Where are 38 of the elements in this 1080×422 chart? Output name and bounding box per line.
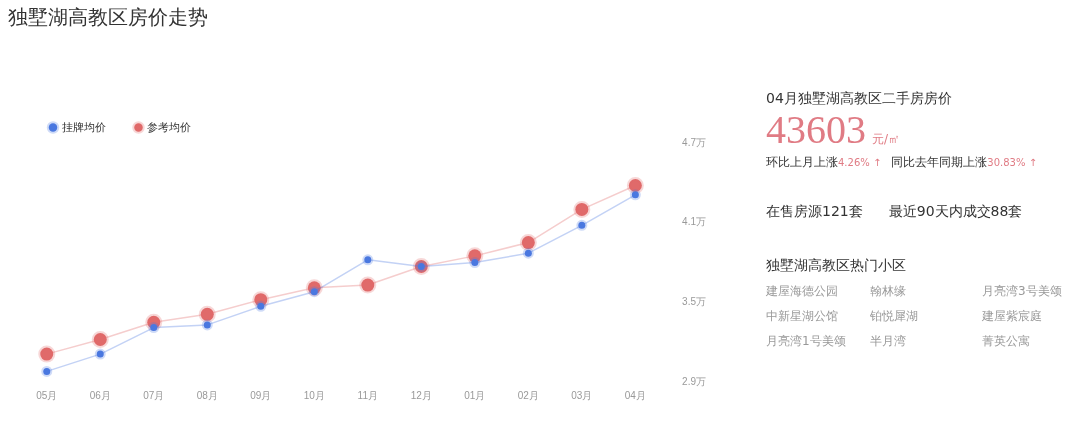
y-tick-label: 4.7万 <box>682 136 706 148</box>
x-tick-label: 12月 <box>410 389 432 401</box>
x-tick-label: 10月 <box>303 389 325 401</box>
text: 元/㎡ <box>872 132 901 146</box>
x-tick-label: 05月 <box>36 389 58 401</box>
text: 独墅湖高教区热门小区 <box>766 257 907 275</box>
text: 菁英公寓 <box>982 333 1031 350</box>
y-tick-label: 3.5万 <box>682 296 706 308</box>
x-tick-label: 07月 <box>143 389 165 401</box>
text: 翰林缘 <box>870 283 907 300</box>
text: 最近90天内成交88套 <box>888 203 1023 219</box>
text: 中新星湖公馆 <box>766 308 839 325</box>
text: 铂悦犀湖 <box>870 308 919 325</box>
text: 同比去年同期上涨 <box>891 155 988 169</box>
x-tick-label: 02月 <box>517 389 539 401</box>
text: 30.83% ↑ <box>987 157 1038 168</box>
text: 建屋海德公园 <box>766 283 839 300</box>
y-tick-label: 2.9万 <box>682 375 706 387</box>
text: 月亮湾3号美颂 <box>982 283 1063 300</box>
x-tick-label: 04月 <box>624 389 646 401</box>
x-tick-label: 06月 <box>89 389 111 401</box>
text: 半月湾 <box>870 333 907 350</box>
legend-label: 挂牌均价 <box>61 120 106 133</box>
text: 环比上月上涨 <box>766 155 838 169</box>
x-tick-label: 08月 <box>196 389 218 401</box>
y-tick-label: 4.1万 <box>682 216 706 228</box>
text: 在售房源121套 <box>766 203 863 219</box>
text: 04月独墅湖高教区二手房房价 <box>766 90 953 108</box>
text: 43603 <box>766 107 866 152</box>
legend-label: 参考均价 <box>147 120 191 133</box>
x-tick-label: 01月 <box>464 389 486 401</box>
text: 建屋紫宸庭 <box>982 308 1043 325</box>
text: 4.26% ↑ <box>838 157 882 168</box>
x-tick-label: 09月 <box>250 389 272 401</box>
chart-title: 独墅湖高教区房价走势 <box>8 4 208 31</box>
x-tick-label: 03月 <box>571 389 593 401</box>
text: 月亮湾1号美颂 <box>766 333 847 350</box>
x-tick-label: 11月 <box>357 389 378 401</box>
